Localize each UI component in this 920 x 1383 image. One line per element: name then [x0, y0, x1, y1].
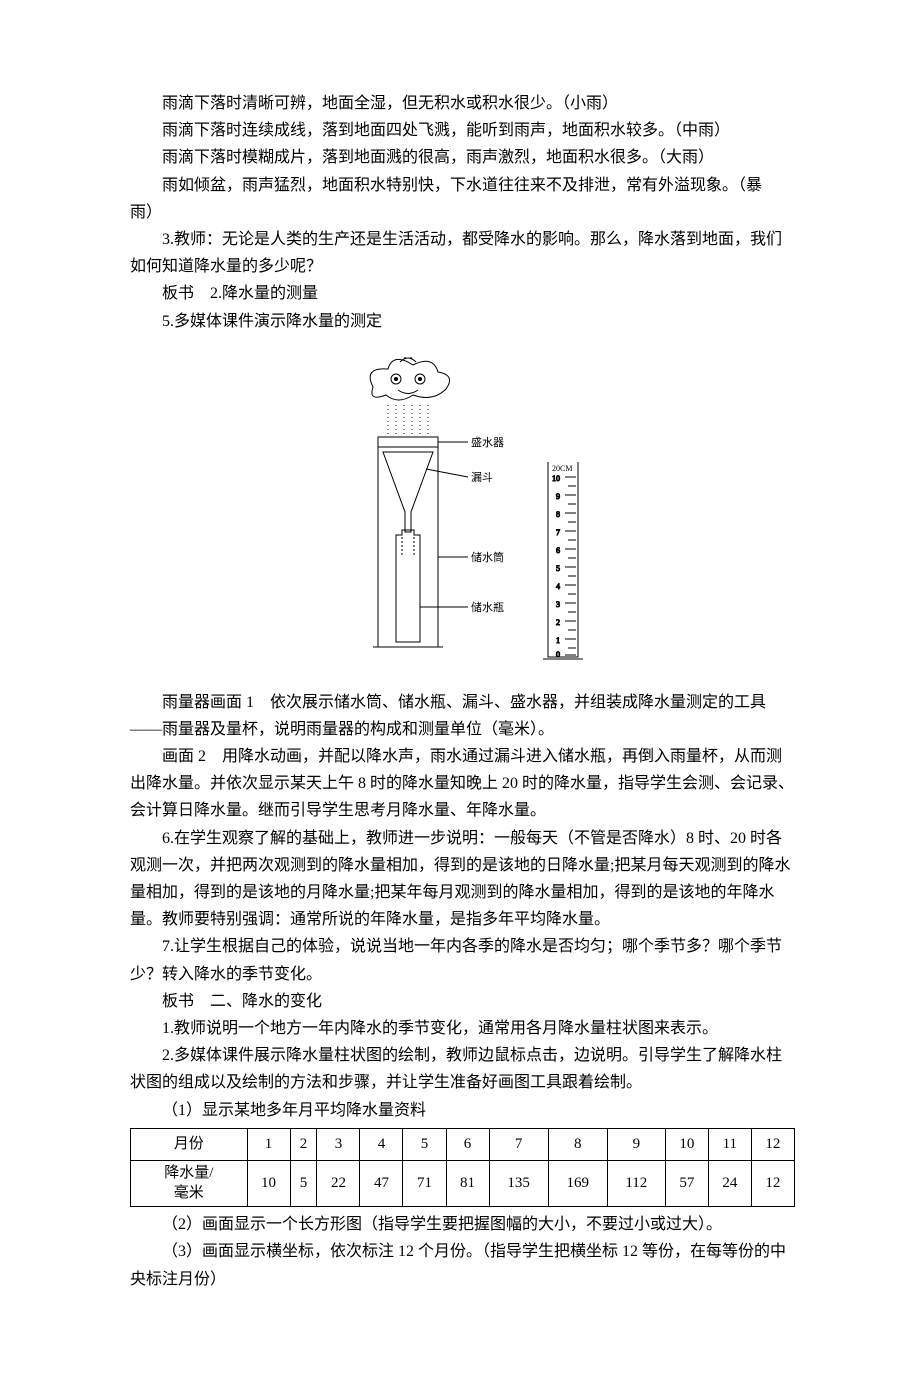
body-p1: 雨量器画面 1 依次展示储水筒、储水瓶、漏斗、盛水器，并组装成降水量测定的工具—…: [130, 689, 795, 743]
value-cell: 169: [548, 1161, 607, 1207]
rain-gauge-figure: 盛水器 漏斗 储水筒 储水瓶 20CM 10 9 8 7 6: [130, 357, 795, 667]
svg-text:9: 9: [556, 492, 560, 501]
month-cell: 3: [317, 1128, 360, 1161]
svg-text:3: 3: [556, 600, 560, 609]
value-cell: 10: [247, 1161, 290, 1207]
measuring-cup-svg: 20CM 10 9 8 7 6 5 4 3 2 1 0: [538, 457, 588, 667]
svg-text:4: 4: [556, 582, 560, 591]
body-p5: 板书 二、降水的变化: [130, 988, 795, 1015]
value-cell: 112: [607, 1161, 665, 1207]
svg-text:8: 8: [556, 510, 560, 519]
multimedia-demo: 5.多媒体课件演示降水量的测定: [130, 308, 795, 335]
teacher-question: 3.教师：无论是人类的生产还是生活活动，都受降水的影响。那么，降水落到地面，我们…: [130, 226, 795, 280]
rain-type-light: 雨滴下落时清晰可辨，地面全湿，但无积水或积水很少。（小雨）: [130, 90, 795, 117]
body-p2: 画面 2 用降水动画，并配以降水声，雨水通过漏斗进入储水瓶，再倒入雨量杯，从而测…: [130, 743, 795, 825]
rain-type-heavy: 雨滴下落时模糊成片，落到地面溅的很高，雨声激烈，地面积水很多。（大雨）: [130, 144, 795, 171]
month-cell: 4: [360, 1128, 403, 1161]
body-p3: 6.在学生观察了解的基础上，教师进一步说明：一般每天（不管是否降水）8 时、20…: [130, 825, 795, 934]
svg-text:5: 5: [556, 564, 560, 573]
rain-type-storm-b: 雨）: [130, 199, 795, 226]
month-cell: 11: [708, 1128, 751, 1161]
value-cell: 47: [360, 1161, 403, 1207]
value-cell: 135: [489, 1161, 548, 1207]
table-row-values: 降水量/毫米 10 5 22 47 71 81 135 169 112 57 2…: [131, 1161, 795, 1207]
svg-text:2: 2: [556, 618, 560, 627]
month-cell: 12: [751, 1128, 794, 1161]
svg-text:1: 1: [556, 636, 560, 645]
label-tube: 储水筒: [471, 550, 504, 564]
table-row-months: 月份 1 2 3 4 5 6 7 8 9 10 11 12: [131, 1128, 795, 1161]
label-funnel: 漏斗: [471, 471, 493, 484]
value-cell: 57: [665, 1161, 708, 1207]
board-measure: 板书 2.降水量的测量: [130, 280, 795, 307]
label-bottle: 储水瓶: [471, 600, 504, 614]
value-cell: 12: [751, 1161, 794, 1207]
svg-text:10: 10: [552, 474, 560, 483]
month-cell: 6: [446, 1128, 489, 1161]
month-cell: 1: [247, 1128, 290, 1161]
value-cell: 5: [290, 1161, 317, 1207]
body-p7: 2.多媒体课件展示降水量柱状图的绘制，教师边鼠标点击，边说明。引导学生了解降水柱…: [130, 1042, 795, 1096]
tail-p2: （3）画面显示横坐标，依次标注 12 个月份。（指导学生把横坐标 12 等份，在…: [130, 1238, 795, 1292]
value-cell: 81: [446, 1161, 489, 1207]
value-cell: 24: [708, 1161, 751, 1207]
svg-text:0: 0: [556, 650, 560, 659]
svg-text:6: 6: [556, 546, 560, 555]
month-cell: 10: [665, 1128, 708, 1161]
value-cell: 22: [317, 1161, 360, 1207]
row-head-month: 月份: [131, 1128, 248, 1161]
rain-type-moderate: 雨滴下落时连续成线，落到地面四处飞溅，能听到雨声，地面积水较多。（中雨）: [130, 117, 795, 144]
svg-text:20CM: 20CM: [552, 464, 572, 473]
month-cell: 8: [548, 1128, 607, 1161]
body-p4: 7.让学生根据自己的体验，说说当地一年内各季的降水是否均匀；哪个季节多？哪个季节…: [130, 933, 795, 987]
label-top: 盛水器: [471, 435, 504, 449]
month-cell: 7: [489, 1128, 548, 1161]
precip-table: 月份 1 2 3 4 5 6 7 8 9 10 11 12 降水量/毫米 10 …: [130, 1128, 795, 1208]
row-head-precip: 降水量/毫米: [131, 1161, 248, 1207]
month-cell: 2: [290, 1128, 317, 1161]
rain-gauge-svg: 盛水器 漏斗 储水筒 储水瓶: [338, 357, 508, 667]
svg-text:7: 7: [556, 528, 560, 537]
value-cell: 71: [403, 1161, 446, 1207]
tail-p1: （2）画面显示一个长方形图（指导学生要把握图幅的大小，不要过小或过大）。: [130, 1211, 795, 1238]
month-cell: 5: [403, 1128, 446, 1161]
month-cell: 9: [607, 1128, 665, 1161]
rain-type-storm-a: 雨如倾盆，雨声猛烈，地面积水特别快，下水道往往来不及排泄，常有外溢现象。（暴: [130, 172, 795, 199]
body-p6: 1.教师说明一个地方一年内降水的季节变化，通常用各月降水量柱状图来表示。: [130, 1015, 795, 1042]
body-p8: （1）显示某地多年月平均降水量资料: [130, 1097, 795, 1124]
